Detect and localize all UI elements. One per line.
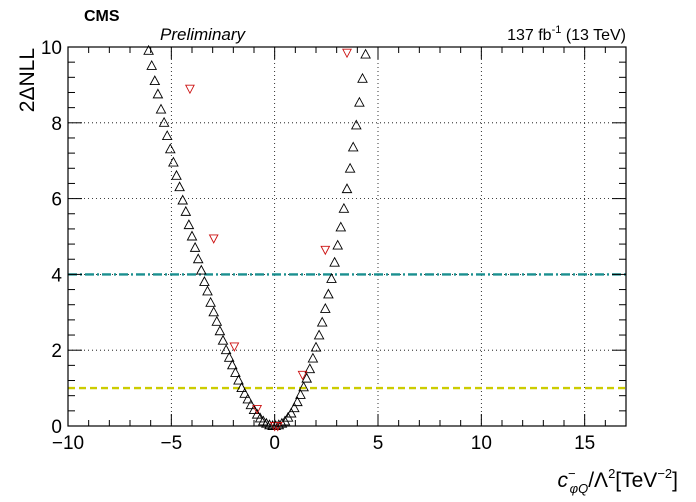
x-tick-label: 10 xyxy=(471,433,492,454)
data-point-up xyxy=(195,264,207,275)
data-point-up xyxy=(304,363,316,374)
y-tick-label: 4 xyxy=(51,265,62,286)
data-points xyxy=(143,44,371,432)
data-point-up xyxy=(180,205,192,216)
data-point-down xyxy=(184,84,195,95)
data-point-down xyxy=(342,48,352,59)
data-point-up xyxy=(189,241,201,252)
data-point-up xyxy=(301,372,313,383)
data-point-up xyxy=(177,194,189,205)
data-point-up xyxy=(357,72,368,83)
data-point-down xyxy=(208,234,219,244)
data-point-up xyxy=(164,143,176,154)
data-point-up xyxy=(338,202,350,213)
data-point-up xyxy=(279,415,291,426)
data-point-up xyxy=(313,329,325,340)
data-point-up xyxy=(347,141,359,152)
data-point-up xyxy=(344,162,356,173)
data-point-up xyxy=(239,387,251,398)
data-point-up xyxy=(316,316,328,327)
x-axis-label: c− φQ/Λ2[TeV−2] xyxy=(558,466,679,496)
data-point-up xyxy=(233,374,244,385)
data-point-up xyxy=(242,393,254,404)
data-point-up xyxy=(326,273,337,283)
data-point-up xyxy=(155,103,167,114)
data-point-up xyxy=(245,399,257,410)
data-point-up xyxy=(288,402,300,413)
axis-ticks: −10 −5 0 5 10 15 0 2 4 6 8 10 xyxy=(41,38,627,454)
data-point-up xyxy=(149,75,161,86)
data-point-up xyxy=(323,288,334,299)
data-point-up xyxy=(205,296,216,307)
x-tick-label: 15 xyxy=(574,433,595,454)
data-point-up xyxy=(223,351,235,362)
y-axis-label: 2ΔNLL xyxy=(16,48,39,112)
data-point-up xyxy=(158,116,170,127)
y-tick-label: 0 xyxy=(51,417,62,438)
experiment-label: CMS xyxy=(84,8,120,25)
data-point-down xyxy=(252,404,263,415)
data-point-up xyxy=(354,96,365,107)
data-point-up xyxy=(310,341,322,352)
lumi-label: 137 fb-1 (13 TeV) xyxy=(507,24,626,44)
data-point-up xyxy=(214,325,226,336)
data-point-up xyxy=(226,359,238,370)
reference-lines xyxy=(68,273,626,390)
data-point-up xyxy=(146,60,158,70)
data-point-down xyxy=(229,342,240,352)
data-point-up xyxy=(171,169,182,180)
data-point-up xyxy=(261,417,272,428)
data-point-up xyxy=(251,408,263,419)
data-point-up xyxy=(350,119,362,130)
data-point-up xyxy=(192,253,204,264)
y-tick-label: 10 xyxy=(41,38,62,59)
data-point-up xyxy=(248,404,260,415)
data-point-up xyxy=(329,256,340,267)
data-point-up xyxy=(186,230,198,241)
data-point-up xyxy=(208,306,220,317)
status-label: Preliminary xyxy=(160,25,247,44)
plot-frame xyxy=(67,46,627,427)
x-tick-label: 5 xyxy=(373,433,384,454)
data-point-up xyxy=(183,219,195,230)
data-point-up xyxy=(360,48,371,59)
data-point-up xyxy=(236,382,247,393)
data-point-up xyxy=(332,239,344,250)
x-tick-label: −5 xyxy=(160,433,182,454)
data-point-up xyxy=(161,130,173,141)
y-tick-label: 6 xyxy=(51,190,62,211)
data-point-down xyxy=(320,245,331,256)
data-point-up xyxy=(174,181,185,192)
x-tick-label: 0 xyxy=(269,433,280,454)
grid-lines xyxy=(68,47,626,426)
data-point-up xyxy=(211,315,223,326)
y-tick-label: 2 xyxy=(51,341,62,362)
y-tick-label: 8 xyxy=(51,114,62,135)
data-point-up xyxy=(230,366,241,377)
data-point-up xyxy=(319,302,331,313)
data-point-up xyxy=(199,276,210,286)
data-point-up xyxy=(341,183,353,194)
data-point-up xyxy=(285,407,297,418)
x-tick-label: −10 xyxy=(52,433,84,454)
data-point-up xyxy=(152,88,164,99)
data-point-down xyxy=(297,370,308,381)
data-point-up xyxy=(220,344,232,355)
data-point-up xyxy=(202,285,213,296)
data-point-up xyxy=(295,388,306,399)
data-point-up xyxy=(217,334,229,345)
data-point-up xyxy=(298,381,309,392)
data-point-up xyxy=(335,221,347,232)
data-point-up xyxy=(307,352,319,363)
data-point-up xyxy=(292,396,303,407)
data-point-up xyxy=(168,156,179,167)
data-point-up xyxy=(276,417,288,428)
